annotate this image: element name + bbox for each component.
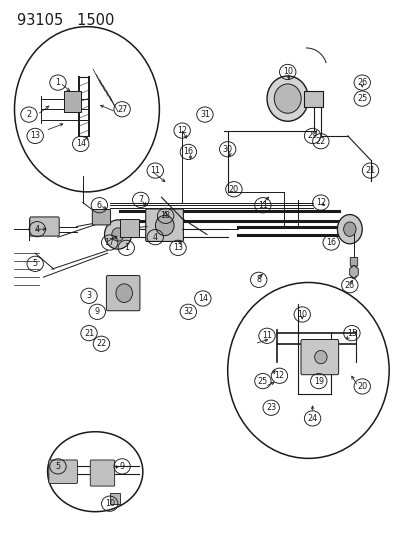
Text: 8: 8 bbox=[256, 276, 261, 284]
Ellipse shape bbox=[116, 284, 132, 303]
Text: 10: 10 bbox=[104, 499, 114, 508]
FancyBboxPatch shape bbox=[106, 276, 140, 311]
Text: 20: 20 bbox=[356, 382, 366, 391]
Text: 7: 7 bbox=[138, 196, 143, 204]
Ellipse shape bbox=[343, 222, 355, 237]
Text: 15: 15 bbox=[346, 329, 356, 337]
Text: 17: 17 bbox=[104, 238, 114, 247]
FancyBboxPatch shape bbox=[90, 460, 114, 486]
Text: 4: 4 bbox=[152, 233, 157, 241]
FancyBboxPatch shape bbox=[30, 217, 59, 236]
FancyBboxPatch shape bbox=[349, 257, 357, 266]
Ellipse shape bbox=[112, 228, 124, 241]
Text: 11: 11 bbox=[150, 166, 160, 175]
FancyBboxPatch shape bbox=[92, 209, 110, 225]
Text: 21: 21 bbox=[84, 329, 94, 337]
Text: 93105   1500: 93105 1500 bbox=[17, 13, 114, 28]
FancyBboxPatch shape bbox=[300, 340, 338, 375]
Ellipse shape bbox=[314, 351, 326, 364]
Text: 13: 13 bbox=[30, 132, 40, 140]
Text: 1: 1 bbox=[55, 78, 60, 87]
Text: 25: 25 bbox=[257, 377, 267, 385]
Text: 5: 5 bbox=[33, 260, 38, 268]
Text: 9: 9 bbox=[95, 308, 100, 316]
Text: 10: 10 bbox=[282, 68, 292, 76]
Text: 22: 22 bbox=[96, 340, 106, 348]
Text: 9: 9 bbox=[119, 462, 124, 471]
Ellipse shape bbox=[337, 214, 361, 244]
Ellipse shape bbox=[273, 84, 300, 114]
Text: 10: 10 bbox=[297, 310, 306, 319]
Text: 26: 26 bbox=[344, 281, 354, 289]
Text: 25: 25 bbox=[356, 94, 366, 103]
Text: 5: 5 bbox=[55, 462, 60, 471]
FancyBboxPatch shape bbox=[145, 209, 183, 241]
Ellipse shape bbox=[349, 265, 357, 278]
Text: 14: 14 bbox=[76, 140, 85, 148]
Text: 11: 11 bbox=[257, 201, 267, 209]
Text: 24: 24 bbox=[307, 414, 317, 423]
Text: 31: 31 bbox=[199, 110, 209, 119]
Text: 12: 12 bbox=[274, 372, 284, 380]
Text: 27: 27 bbox=[117, 105, 127, 114]
Text: 16: 16 bbox=[325, 238, 335, 247]
Ellipse shape bbox=[155, 215, 174, 236]
Text: 11: 11 bbox=[261, 332, 271, 340]
Text: 23: 23 bbox=[266, 403, 275, 412]
Ellipse shape bbox=[266, 76, 308, 122]
Text: 2: 2 bbox=[26, 110, 31, 119]
Text: 12: 12 bbox=[177, 126, 187, 135]
FancyBboxPatch shape bbox=[49, 460, 77, 483]
Text: 6: 6 bbox=[97, 201, 102, 209]
Text: 13: 13 bbox=[173, 244, 183, 252]
Bar bbox=[120, 219, 138, 237]
Bar bbox=[109, 493, 120, 504]
Bar bbox=[64, 91, 81, 112]
Text: 1: 1 bbox=[123, 244, 128, 252]
Text: 30: 30 bbox=[222, 145, 232, 154]
Text: 14: 14 bbox=[197, 294, 207, 303]
Text: 20: 20 bbox=[228, 185, 238, 193]
Bar bbox=[304, 91, 322, 107]
Text: 19: 19 bbox=[313, 377, 323, 385]
Text: 4: 4 bbox=[35, 225, 40, 233]
Text: 32: 32 bbox=[183, 308, 193, 316]
Text: 26: 26 bbox=[356, 78, 366, 87]
Ellipse shape bbox=[104, 220, 131, 249]
Text: 16: 16 bbox=[183, 148, 193, 156]
Text: 21: 21 bbox=[365, 166, 375, 175]
Text: 3: 3 bbox=[86, 292, 91, 300]
Text: 29: 29 bbox=[307, 132, 317, 140]
Text: 22: 22 bbox=[315, 137, 325, 146]
Text: 12: 12 bbox=[315, 198, 325, 207]
Text: 18: 18 bbox=[160, 212, 170, 220]
